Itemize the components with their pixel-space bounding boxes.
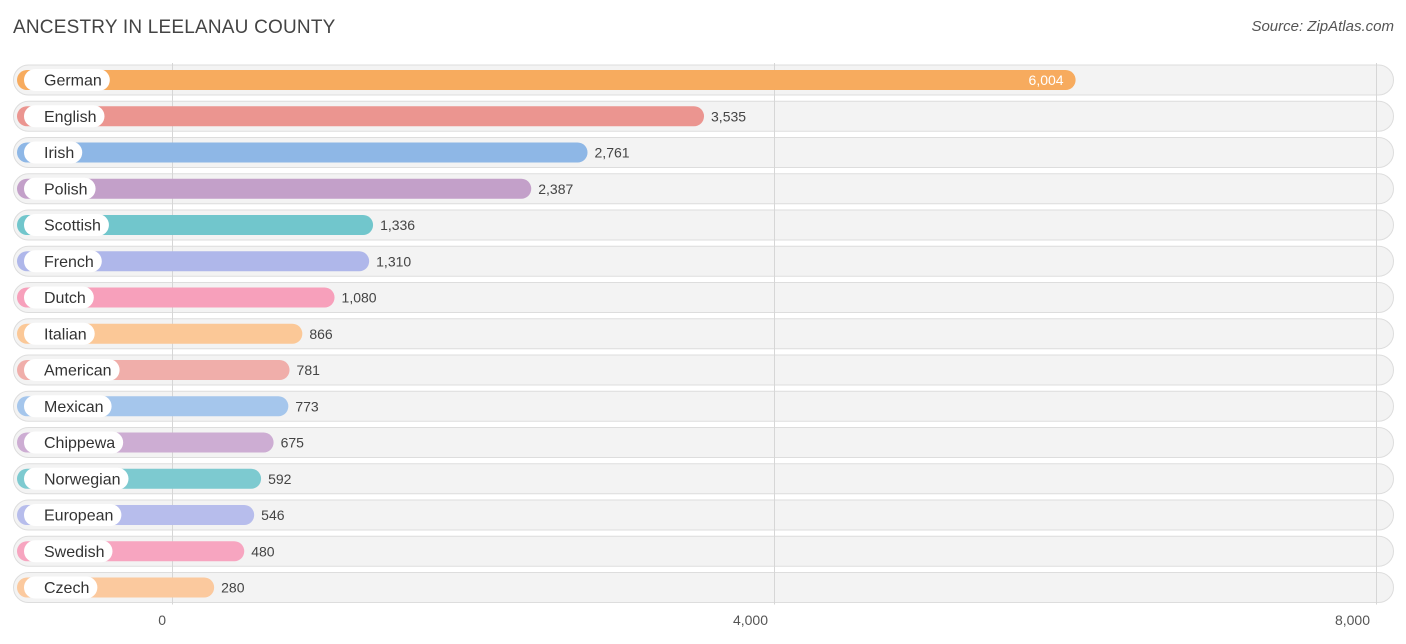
row-track: [13, 427, 1394, 458]
category-pill: [24, 467, 129, 490]
category-label: Polish: [44, 181, 88, 198]
value-label: 1,310: [376, 253, 411, 269]
bar: [17, 251, 370, 272]
chart-source: Source: ZipAtlas.com: [1251, 18, 1394, 35]
row-track: [13, 463, 1394, 495]
row-track: [13, 499, 1394, 531]
value-label: 592: [268, 471, 292, 487]
bar: [17, 287, 335, 308]
category-pill: [24, 286, 94, 309]
category-label: Norwegian: [44, 471, 120, 488]
category-label: Dutch: [44, 290, 86, 307]
bar: [17, 106, 705, 127]
category-label: Swedish: [44, 544, 104, 561]
category-pill: [24, 395, 112, 418]
value-label: 546: [261, 507, 285, 523]
bar: [17, 142, 588, 163]
value-label: 280: [221, 580, 245, 596]
category-label: Mexican: [44, 399, 104, 416]
value-label: 675: [281, 435, 305, 451]
category-label: English: [44, 109, 96, 126]
bar: [17, 70, 1076, 90]
category-label: Chippewa: [44, 435, 115, 452]
bar: [17, 178, 532, 199]
value-label: 2,387: [538, 181, 573, 197]
category-label: Italian: [44, 326, 87, 343]
category-pill: [24, 105, 105, 128]
value-label: 2,761: [595, 145, 630, 161]
bars: German 6,004 English 3,535 Irish 2,761 Polish 2…: [17, 69, 1076, 599]
category-pill: [24, 504, 122, 526]
row-track: [13, 390, 1394, 422]
category-pill: [24, 141, 83, 164]
category-pill: [24, 69, 110, 91]
tick-label: 8,000: [1335, 612, 1370, 628]
category-pill: [24, 576, 98, 599]
chart-title: ANCESTRY IN LEELANAU COUNTY: [13, 17, 336, 38]
row-track: [13, 572, 1394, 603]
category-pill: [24, 431, 124, 454]
row-track: [13, 354, 1394, 386]
category-pill: [24, 359, 120, 381]
category-label: Czech: [44, 580, 89, 597]
row-track: [13, 318, 1394, 350]
category-label: European: [44, 508, 113, 525]
value-label: 480: [251, 543, 275, 559]
value-label: 866: [309, 326, 333, 342]
category-pill: [24, 322, 95, 345]
value-label: 1,080: [342, 290, 377, 306]
value-label: 773: [295, 398, 319, 414]
axis-ticks: 0 4,000 8,000: [158, 612, 1370, 628]
category-label: American: [44, 363, 112, 380]
value-label: 781: [297, 362, 321, 378]
row-track: [13, 282, 1394, 313]
category-label: German: [44, 73, 102, 90]
tick-label: 4,000: [733, 612, 768, 628]
category-label: Irish: [44, 145, 74, 162]
tick-label: 0: [158, 612, 166, 628]
category-label: French: [44, 254, 94, 271]
value-label: 1,336: [380, 217, 415, 233]
value-label: 6,004: [1029, 72, 1064, 88]
category-pill: [24, 177, 96, 200]
category-pill: [24, 214, 109, 236]
category-pill: [24, 250, 102, 273]
value-label: 3,535: [711, 108, 746, 124]
category-label: Scottish: [44, 218, 101, 235]
category-pill: [24, 540, 113, 563]
row-track: [13, 535, 1394, 567]
